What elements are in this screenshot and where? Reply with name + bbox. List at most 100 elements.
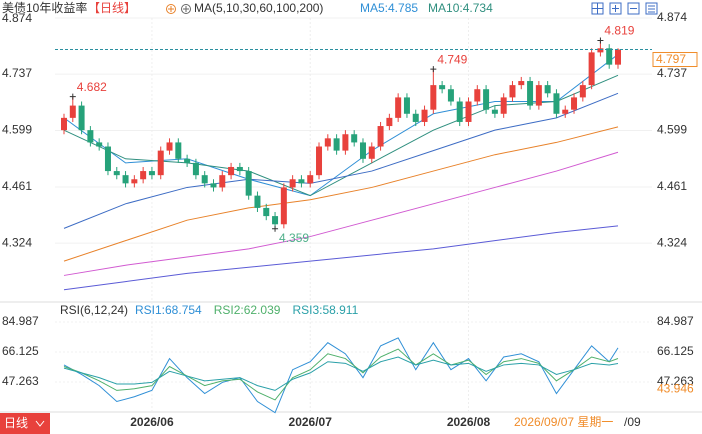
candle-body <box>113 171 120 176</box>
y-tick-label: 84.987 <box>2 314 39 328</box>
candle-body <box>571 97 578 110</box>
ma-line <box>63 151 619 276</box>
cut-tick: /09 <box>624 415 641 429</box>
y-tick-label: 66.125 <box>2 344 39 358</box>
candle-body <box>535 85 542 106</box>
legend-entry: MA5:4.785 <box>360 1 418 15</box>
candle-body <box>368 146 375 159</box>
y-tick-label-right: 4.737 <box>657 66 687 80</box>
annotation: 4.682 <box>77 80 107 94</box>
icon[interactable] <box>627 2 640 15</box>
candle-body <box>509 85 516 98</box>
candle-body <box>465 101 472 122</box>
icon <box>648 5 655 13</box>
y-tick-label-right: 66.125 <box>657 344 694 358</box>
candle-body <box>236 166 243 172</box>
annotation: 4.749 <box>437 52 467 66</box>
candle-body <box>192 162 199 176</box>
candle-body <box>272 216 279 225</box>
candle-body <box>491 109 498 114</box>
candle-body <box>447 89 454 102</box>
y-tick-label: 47.263 <box>2 374 39 388</box>
candle-body <box>122 175 129 184</box>
candle-body <box>553 93 560 114</box>
y-tick-label-right: 4.874 <box>657 10 687 24</box>
y-tick-label-right: 4.599 <box>657 123 687 137</box>
extreme-marker <box>272 225 279 232</box>
candle-body <box>474 89 481 102</box>
last-price-label: 4.797 <box>656 52 686 66</box>
candle-body <box>131 179 138 184</box>
ma-line <box>63 126 619 262</box>
candle-body <box>61 117 67 131</box>
icon[interactable] <box>645 2 658 15</box>
x-tick-label: 2026/06 <box>130 415 174 429</box>
y-tick-label-right: 4.461 <box>657 179 687 193</box>
annotation: 4.819 <box>604 24 634 38</box>
icon <box>612 5 619 12</box>
candle-body <box>263 207 270 217</box>
y-tick-label: 4.599 <box>2 123 32 137</box>
candle-body <box>333 138 340 151</box>
rsi-line <box>63 356 619 391</box>
candle-body <box>588 52 595 86</box>
candle-body <box>597 48 604 53</box>
candle-body <box>483 89 490 110</box>
period-label: 【日线】 <box>88 1 136 15</box>
period-button-label: 日线 <box>4 416 28 430</box>
candle-body <box>87 130 94 143</box>
candle-body <box>500 97 507 114</box>
ma-line <box>63 92 619 229</box>
ma-line <box>63 74 619 197</box>
legend-entry: RSI2:62.039 <box>214 303 281 317</box>
candle-body <box>78 105 85 131</box>
dropdown-arrow <box>35 420 45 427</box>
ma-line <box>63 225 619 291</box>
candle-body <box>104 146 111 172</box>
candle-body <box>342 134 349 151</box>
cursor-date: 2026/09/07 星期一 <box>514 415 613 429</box>
y-tick-label: 4.461 <box>2 179 32 193</box>
candle-body <box>157 150 164 176</box>
period-button[interactable] <box>0 413 50 434</box>
y-tick-label-right: 47.263 <box>657 374 694 388</box>
y-tick-label-right: 4.324 <box>657 235 687 249</box>
candle-body <box>359 142 366 159</box>
candle-body <box>69 105 76 118</box>
candle-body <box>228 166 235 176</box>
candle-body <box>219 175 226 188</box>
candle-body <box>518 81 525 86</box>
candle-body <box>184 158 191 163</box>
candle-body <box>439 85 446 90</box>
icon <box>183 6 189 12</box>
y-tick-label: 4.324 <box>2 235 32 249</box>
rsi-title: RSI(6,12,24) <box>60 303 128 317</box>
candle-body <box>430 85 437 110</box>
candle-body <box>377 126 384 147</box>
toolbar-icons <box>591 2 658 15</box>
legend-entry: MA10:4.734 <box>428 1 493 15</box>
candle-body <box>96 142 103 147</box>
extreme-marker <box>597 37 604 44</box>
icon[interactable] <box>181 4 191 14</box>
candle-body <box>140 171 147 180</box>
extreme-marker <box>69 93 76 100</box>
x-tick-label: 2026/07 <box>289 415 333 429</box>
candle-body <box>210 183 217 188</box>
last-price-box <box>652 52 698 68</box>
candle-body <box>201 175 208 184</box>
candle-body <box>280 187 287 225</box>
candle-body <box>579 85 586 98</box>
candle-body <box>254 195 261 208</box>
candle-body <box>544 85 551 94</box>
icon[interactable] <box>609 2 622 15</box>
y-tick-label: 4.874 <box>2 11 32 25</box>
candle-body <box>298 179 305 184</box>
candle-body <box>456 101 463 122</box>
x-tick-label: 2026/08 <box>447 415 491 429</box>
cursor-value: 43.946 <box>657 381 694 395</box>
icon[interactable] <box>166 4 176 14</box>
candle-body <box>615 49 621 65</box>
y-tick-label: 4.737 <box>2 66 32 80</box>
